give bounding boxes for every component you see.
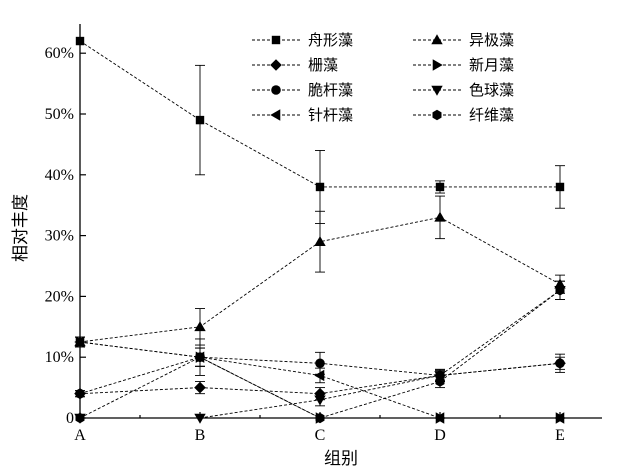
data-point bbox=[555, 358, 565, 369]
data-point bbox=[555, 285, 565, 296]
y-axis-title: 相对丰度 bbox=[11, 194, 31, 262]
legend-item: 异极藻 bbox=[413, 31, 514, 49]
x-tick-label: D bbox=[434, 427, 446, 444]
legend-item: 舟形藻 bbox=[252, 31, 353, 49]
data-point bbox=[75, 36, 85, 46]
y-tick-label: 50% bbox=[45, 106, 74, 123]
data-point bbox=[75, 412, 85, 424]
data-point bbox=[75, 336, 86, 348]
legend-marker bbox=[271, 85, 281, 95]
legend-item: 纤维藻 bbox=[413, 106, 514, 124]
legend-item: 针杆藻 bbox=[252, 106, 353, 124]
legend-label: 针杆藻 bbox=[308, 106, 353, 124]
legend-marker bbox=[432, 109, 442, 121]
legend-item: 脆杆藻 bbox=[252, 81, 353, 99]
legend-label: 新月藻 bbox=[469, 56, 514, 74]
data-point bbox=[314, 395, 326, 406]
legend-label: 纤维藻 bbox=[469, 106, 514, 124]
data-point bbox=[435, 376, 445, 387]
y-tick-label: 30% bbox=[45, 228, 74, 245]
legend-marker bbox=[271, 35, 281, 45]
y-tick-label: 0 bbox=[66, 410, 74, 427]
legend-marker bbox=[270, 59, 282, 71]
x-tick-label: B bbox=[195, 427, 206, 444]
x-tick-label: C bbox=[315, 427, 326, 444]
x-axis-title: 组别 bbox=[324, 449, 358, 469]
data-point bbox=[194, 321, 206, 332]
data-point bbox=[314, 235, 326, 246]
x-tick-label: A bbox=[74, 427, 86, 444]
data-point bbox=[194, 381, 206, 394]
series-line bbox=[79, 216, 561, 343]
series-5 bbox=[74, 195, 566, 348]
legend-marker bbox=[432, 59, 443, 71]
y-ticks: 0 10% 20% 30% 40% 50% 60% bbox=[45, 45, 86, 427]
data-point bbox=[195, 352, 205, 363]
legend-label: 异极藻 bbox=[469, 31, 514, 49]
legend-item: 新月藻 bbox=[413, 56, 514, 74]
data-point bbox=[315, 358, 325, 369]
data-point bbox=[75, 388, 85, 399]
y-tick-label: 40% bbox=[45, 167, 74, 184]
legend-marker bbox=[270, 109, 281, 121]
legend-marker bbox=[431, 34, 443, 45]
legend-item: 栅藻 bbox=[252, 56, 338, 74]
data-point bbox=[315, 182, 325, 192]
y-tick-label: 20% bbox=[45, 288, 74, 305]
data-point bbox=[435, 182, 445, 192]
x-ticks: A B C D E bbox=[74, 412, 565, 444]
data-point bbox=[195, 115, 205, 125]
legend-item: 色球藻 bbox=[413, 81, 514, 99]
legend-label: 舟形藻 bbox=[308, 31, 353, 49]
data-point bbox=[434, 211, 446, 222]
y-tick-label: 10% bbox=[45, 349, 74, 366]
series-8 bbox=[75, 280, 565, 424]
legend-label: 脆杆藻 bbox=[308, 81, 353, 99]
data-point bbox=[435, 412, 446, 424]
data-point bbox=[555, 182, 565, 192]
legend-marker bbox=[431, 85, 443, 96]
y-tick-label: 60% bbox=[45, 45, 74, 62]
legend-label: 色球藻 bbox=[469, 81, 514, 99]
data-point bbox=[314, 369, 325, 382]
legend-label: 栅藻 bbox=[308, 56, 338, 74]
data-point bbox=[194, 413, 206, 424]
series-4 bbox=[74, 336, 565, 424]
series-layer bbox=[74, 36, 566, 424]
x-tick-label: E bbox=[555, 427, 565, 444]
data-point bbox=[555, 412, 566, 424]
data-point bbox=[315, 412, 325, 424]
